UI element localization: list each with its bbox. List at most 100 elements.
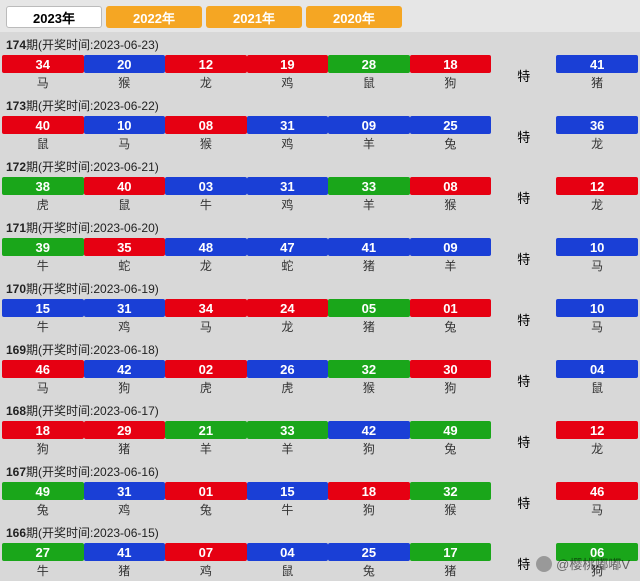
ball-number: 42	[84, 360, 166, 378]
ball-cell: 48龙	[165, 238, 247, 276]
ball-zodiac: 牛	[2, 317, 84, 337]
ball-zodiac: 马	[2, 73, 84, 93]
period-row: 49兔31鸡01兔15牛18狗32猴特46马	[0, 482, 640, 520]
special-ball-zodiac: 龙	[556, 195, 638, 215]
special-label: 特	[517, 369, 530, 390]
ball-cell: 32猴	[328, 360, 410, 398]
ball-number: 35	[84, 238, 166, 256]
period-header: 166期(开奖时间:2023-06-15)	[0, 520, 640, 543]
ball-zodiac: 兔	[165, 500, 247, 520]
ball-number: 19	[247, 55, 329, 73]
ball-number: 34	[165, 299, 247, 317]
special-label: 特	[517, 552, 530, 573]
ball-zodiac: 羊	[410, 256, 492, 276]
year-tab-0[interactable]: 2023年	[6, 6, 102, 28]
special-ball-zodiac: 马	[556, 317, 638, 337]
ball-number: 24	[247, 299, 329, 317]
year-tab-2[interactable]: 2021年	[206, 6, 302, 28]
ball-cell: 08猴	[165, 116, 247, 154]
special-ball-cell: 46马	[556, 482, 638, 520]
special-ball-number: 10	[556, 299, 638, 317]
special-label: 特	[517, 430, 530, 451]
ball-zodiac: 龙	[165, 256, 247, 276]
ball-number: 48	[165, 238, 247, 256]
ball-cell: 21羊	[165, 421, 247, 459]
special-ball-zodiac: 马	[556, 500, 638, 520]
ball-number: 38	[2, 177, 84, 195]
ball-zodiac: 鸡	[247, 134, 329, 154]
ball-number: 33	[247, 421, 329, 439]
ball-cell: 41猪	[328, 238, 410, 276]
ball-cell: 46马	[2, 360, 84, 398]
ball-zodiac: 兔	[2, 500, 84, 520]
ball-number: 49	[410, 421, 492, 439]
ball-number: 32	[328, 360, 410, 378]
ball-number: 01	[165, 482, 247, 500]
special-ball-number: 04	[556, 360, 638, 378]
special-label-cell: 特	[491, 116, 556, 154]
period-row: 18狗29猪21羊33羊42狗49兔特12龙	[0, 421, 640, 459]
period-header: 171期(开奖时间:2023-06-20)	[0, 215, 640, 238]
year-tab-3[interactable]: 2020年	[306, 6, 402, 28]
ball-cell: 42狗	[328, 421, 410, 459]
ball-zodiac: 牛	[2, 256, 84, 276]
ball-cell: 42狗	[84, 360, 166, 398]
ball-zodiac: 羊	[328, 134, 410, 154]
ball-cell: 02虎	[165, 360, 247, 398]
special-ball-zodiac: 马	[556, 256, 638, 276]
ball-zodiac: 猴	[84, 73, 166, 93]
ball-zodiac: 龙	[247, 317, 329, 337]
special-ball-number: 46	[556, 482, 638, 500]
ball-cell: 29猪	[84, 421, 166, 459]
ball-zodiac: 鼠	[84, 195, 166, 215]
ball-cell: 09羊	[328, 116, 410, 154]
special-label: 特	[517, 64, 530, 85]
ball-number: 18	[328, 482, 410, 500]
ball-number: 31	[247, 116, 329, 134]
ball-number: 46	[2, 360, 84, 378]
ball-number: 28	[328, 55, 410, 73]
ball-number: 18	[410, 55, 492, 73]
special-ball-cell: 41猪	[556, 55, 638, 93]
special-label-cell: 特	[491, 360, 556, 398]
special-label-cell: 特	[491, 299, 556, 337]
ball-cell: 35蛇	[84, 238, 166, 276]
ball-zodiac: 兔	[410, 134, 492, 154]
period-header: 168期(开奖时间:2023-06-17)	[0, 398, 640, 421]
ball-cell: 20猴	[84, 55, 166, 93]
ball-cell: 01兔	[165, 482, 247, 520]
ball-cell: 39牛	[2, 238, 84, 276]
ball-cell: 15牛	[2, 299, 84, 337]
ball-zodiac: 蛇	[84, 256, 166, 276]
ball-number: 31	[84, 482, 166, 500]
ball-cell: 49兔	[410, 421, 492, 459]
ball-zodiac: 猪	[328, 256, 410, 276]
ball-number: 33	[328, 177, 410, 195]
period-row: 34马20猴12龙19鸡28鼠18狗特41猪	[0, 55, 640, 93]
ball-zodiac: 狗	[2, 439, 84, 459]
ball-cell: 15牛	[247, 482, 329, 520]
special-ball-zodiac: 猪	[556, 73, 638, 93]
special-ball-cell: 12龙	[556, 177, 638, 215]
ball-cell: 34马	[2, 55, 84, 93]
ball-cell: 18狗	[2, 421, 84, 459]
ball-zodiac: 猪	[410, 561, 492, 581]
ball-cell: 38虎	[2, 177, 84, 215]
period-header: 173期(开奖时间:2023-06-22)	[0, 93, 640, 116]
period-header: 169期(开奖时间:2023-06-18)	[0, 337, 640, 360]
special-ball-zodiac: 龙	[556, 134, 638, 154]
ball-cell: 25兔	[410, 116, 492, 154]
special-label: 特	[517, 125, 530, 146]
ball-cell: 49兔	[2, 482, 84, 520]
special-label-cell: 特	[491, 238, 556, 276]
special-ball-number: 12	[556, 421, 638, 439]
ball-number: 47	[247, 238, 329, 256]
ball-zodiac: 虎	[2, 195, 84, 215]
ball-number: 08	[165, 116, 247, 134]
ball-zodiac: 鸡	[84, 500, 166, 520]
ball-zodiac: 牛	[2, 561, 84, 581]
ball-cell: 30狗	[410, 360, 492, 398]
special-ball-cell: 36龙	[556, 116, 638, 154]
ball-zodiac: 马	[165, 317, 247, 337]
year-tab-1[interactable]: 2022年	[106, 6, 202, 28]
